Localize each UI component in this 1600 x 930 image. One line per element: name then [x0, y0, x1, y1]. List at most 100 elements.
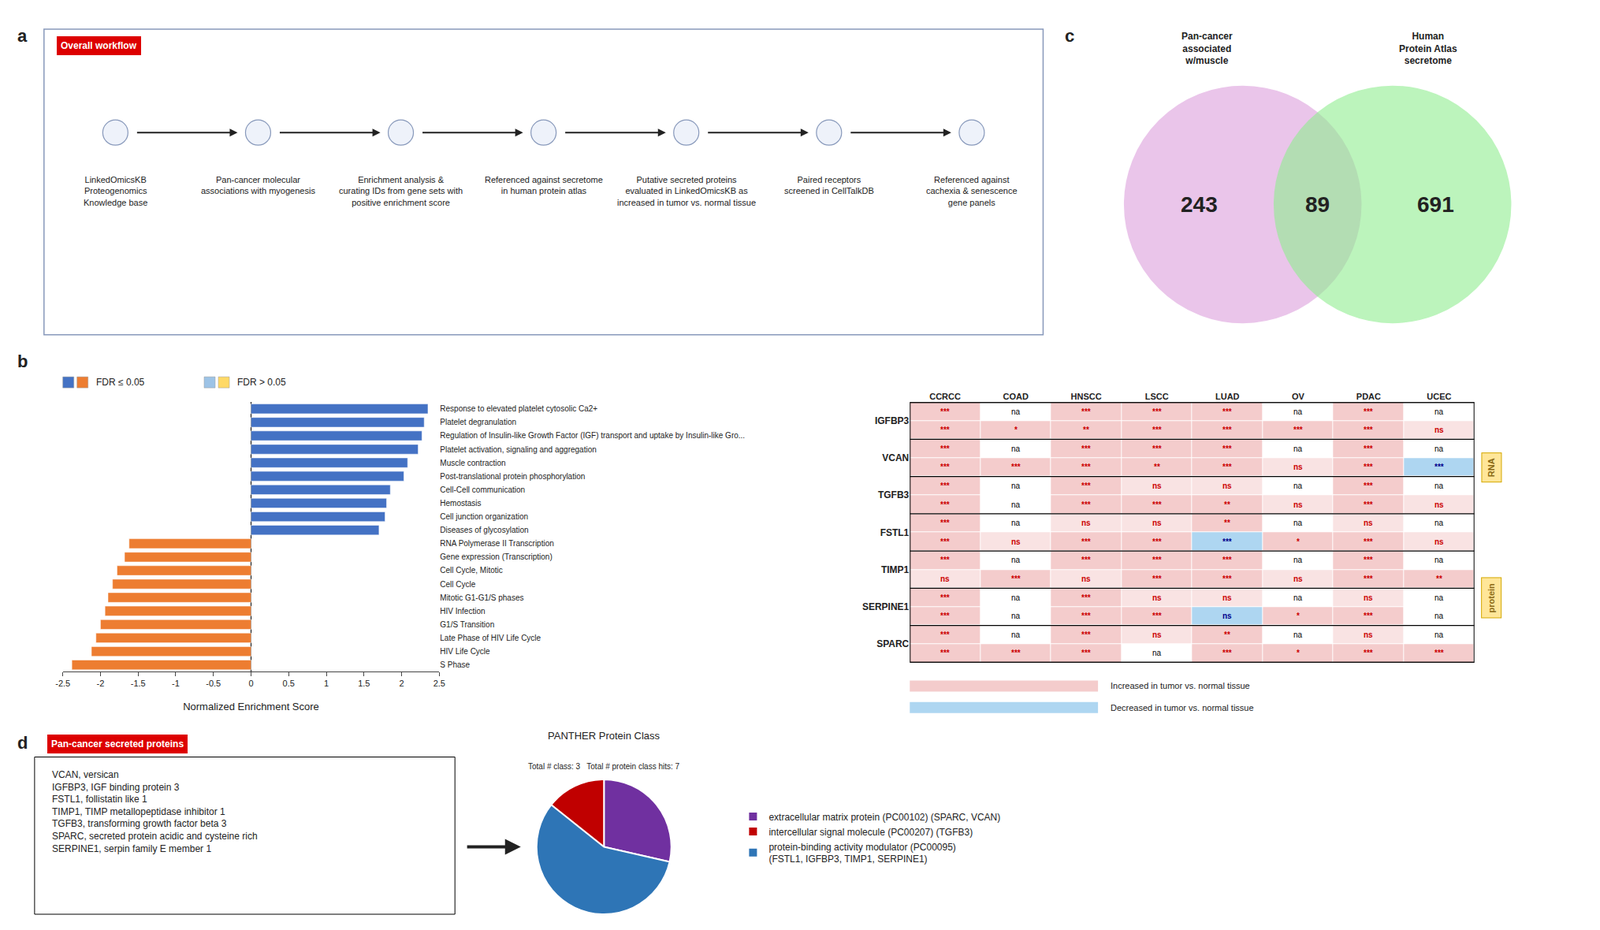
svg-text:ns: ns — [1363, 630, 1374, 640]
svg-text:***: *** — [1363, 481, 1374, 491]
svg-text:***: *** — [940, 593, 950, 603]
svg-text:***: *** — [1081, 648, 1091, 658]
svg-text:Pan-cancerassociatedw/muscle: Pan-cancerassociatedw/muscle — [1181, 30, 1233, 67]
svg-text:na: na — [1011, 630, 1021, 640]
svg-text:na: na — [1011, 500, 1021, 510]
svg-text:HumanProtein Atlassecretome: HumanProtein Atlassecretome — [1399, 30, 1458, 67]
svg-text:na: na — [1434, 593, 1444, 603]
svg-text:Cell junction organization: Cell junction organization — [439, 512, 529, 521]
svg-text:na: na — [1293, 630, 1303, 640]
svg-text:ns: ns — [1152, 630, 1162, 640]
svg-text:ns: ns — [1222, 593, 1232, 603]
svg-text:***: *** — [1363, 407, 1374, 417]
svg-text:ns: ns — [1293, 462, 1303, 472]
svg-text:***: *** — [1011, 462, 1021, 472]
svg-text:ns: ns — [1293, 500, 1303, 510]
svg-text:***: *** — [1081, 462, 1091, 472]
svg-text:Response to elevated platelet: Response to elevated platelet cytosolic … — [439, 404, 598, 414]
svg-text:Platelet activation, signaling: Platelet activation, signaling and aggre… — [439, 445, 596, 454]
svg-text:1: 1 — [323, 678, 329, 689]
svg-text:LinkedOmicsKBProteogenomicsKno: LinkedOmicsKBProteogenomicsKnowledge bas… — [83, 174, 148, 208]
svg-text:RNA Polymerase II Transcriptio: RNA Polymerase II Transcription — [439, 539, 555, 548]
svg-text:Gene expression (Transcription: Gene expression (Transcription) — [439, 552, 552, 562]
svg-text:*: * — [1296, 648, 1300, 658]
svg-text:PDAC: PDAC — [1356, 391, 1381, 402]
svg-text:Post-translational protein pho: Post-translational protein phosphorylati… — [439, 472, 585, 481]
svg-text:FSTL1: FSTL1 — [880, 527, 910, 539]
svg-text:***: *** — [1222, 537, 1232, 547]
svg-text:ns: ns — [1011, 537, 1021, 547]
svg-text:***: *** — [940, 555, 950, 565]
svg-text:0.5: 0.5 — [282, 678, 295, 689]
svg-text:na: na — [1434, 630, 1444, 640]
svg-text:ns: ns — [1434, 537, 1444, 547]
svg-text:Pan-cancer secreted proteins: Pan-cancer secreted proteins — [51, 738, 184, 750]
svg-text:PANTHER Protein Class: PANTHER Protein Class — [547, 729, 661, 742]
svg-text:***: *** — [1363, 611, 1374, 621]
svg-text:2: 2 — [398, 678, 404, 689]
svg-text:S Phase: S Phase — [439, 660, 470, 670]
svg-text:***: *** — [1293, 425, 1303, 435]
svg-text:***: *** — [940, 481, 950, 491]
svg-text:ns: ns — [1081, 518, 1091, 528]
svg-text:Cell-Cell communication: Cell-Cell communication — [439, 485, 525, 495]
svg-text:Late Phase of HIV Life Cycle: Late Phase of HIV Life Cycle — [439, 633, 541, 643]
svg-text:***: *** — [940, 425, 950, 435]
svg-text:**: ** — [1224, 500, 1231, 510]
svg-text:TGFB3: TGFB3 — [878, 489, 910, 501]
svg-text:***: *** — [1081, 500, 1091, 510]
svg-text:***: *** — [1434, 648, 1444, 658]
svg-text:na: na — [1434, 444, 1444, 454]
svg-text:na: na — [1293, 518, 1303, 528]
svg-text:Putative secreted proteinseval: Putative secreted proteinsevaluated in L… — [617, 174, 756, 208]
svg-text:***: *** — [1081, 611, 1091, 621]
svg-text:na: na — [1011, 481, 1021, 491]
svg-text:Enrichment analysis &curating: Enrichment analysis &curating IDs from g… — [338, 174, 463, 208]
svg-text:na: na — [1434, 611, 1444, 621]
svg-text:ns: ns — [1152, 518, 1162, 528]
svg-text:na: na — [1293, 407, 1303, 417]
svg-text:***: *** — [940, 407, 950, 417]
svg-text:LSCC: LSCC — [1145, 391, 1169, 402]
svg-text:***: *** — [1011, 648, 1021, 658]
svg-text:na: na — [1293, 481, 1303, 491]
svg-text:na: na — [1011, 407, 1021, 417]
svg-text:na: na — [1434, 555, 1444, 565]
svg-text:***: *** — [1081, 555, 1091, 565]
svg-text:**: ** — [1224, 630, 1231, 640]
svg-text:COAD: COAD — [1002, 391, 1028, 402]
svg-text:TIMP1: TIMP1 — [881, 564, 910, 576]
svg-text:-0.5: -0.5 — [205, 678, 221, 689]
svg-text:***: *** — [1152, 555, 1162, 565]
svg-text:691: 691 — [1417, 192, 1455, 217]
svg-text:na: na — [1152, 648, 1162, 658]
svg-text:***: *** — [1222, 555, 1232, 565]
svg-text:*: * — [1296, 611, 1300, 621]
svg-text:HIV Infection: HIV Infection — [439, 606, 485, 616]
svg-text:***: *** — [1152, 537, 1162, 547]
svg-text:ns: ns — [1434, 500, 1444, 510]
svg-text:Normalized Enrichment Score: Normalized Enrichment Score — [182, 700, 320, 713]
svg-text:na: na — [1011, 518, 1021, 528]
svg-text:***: *** — [1363, 462, 1374, 472]
svg-text:***: *** — [1222, 407, 1232, 417]
svg-text:***: *** — [1434, 462, 1444, 472]
svg-text:na: na — [1011, 555, 1021, 565]
svg-text:**: ** — [1436, 574, 1443, 584]
svg-text:Mitotic G1-G1/S phases: Mitotic G1-G1/S phases — [439, 593, 524, 603]
svg-text:***: *** — [1222, 425, 1232, 435]
svg-text:***: *** — [1152, 444, 1162, 454]
svg-text:na: na — [1434, 518, 1444, 528]
svg-text:***: *** — [1222, 462, 1232, 472]
svg-text:extracellular matrix protein (: extracellular matrix protein (PC00102) (… — [768, 811, 1001, 823]
svg-text:Referenced againstcachexia & s: Referenced againstcachexia & senescenceg… — [926, 174, 1018, 208]
svg-text:Paired receptorsscreened in Ce: Paired receptorsscreened in CellTalkDB — [784, 174, 875, 196]
svg-text:SPARC: SPARC — [876, 638, 909, 650]
svg-text:protein-binding activity modul: protein-binding activity modulator (PC00… — [768, 841, 956, 866]
svg-text:na: na — [1434, 481, 1444, 491]
svg-text:***: *** — [1152, 574, 1162, 584]
svg-text:***: *** — [940, 518, 950, 528]
svg-text:SERPINE1: SERPINE1 — [862, 601, 910, 613]
svg-text:ns: ns — [1434, 425, 1444, 435]
svg-text:na: na — [1011, 593, 1021, 603]
